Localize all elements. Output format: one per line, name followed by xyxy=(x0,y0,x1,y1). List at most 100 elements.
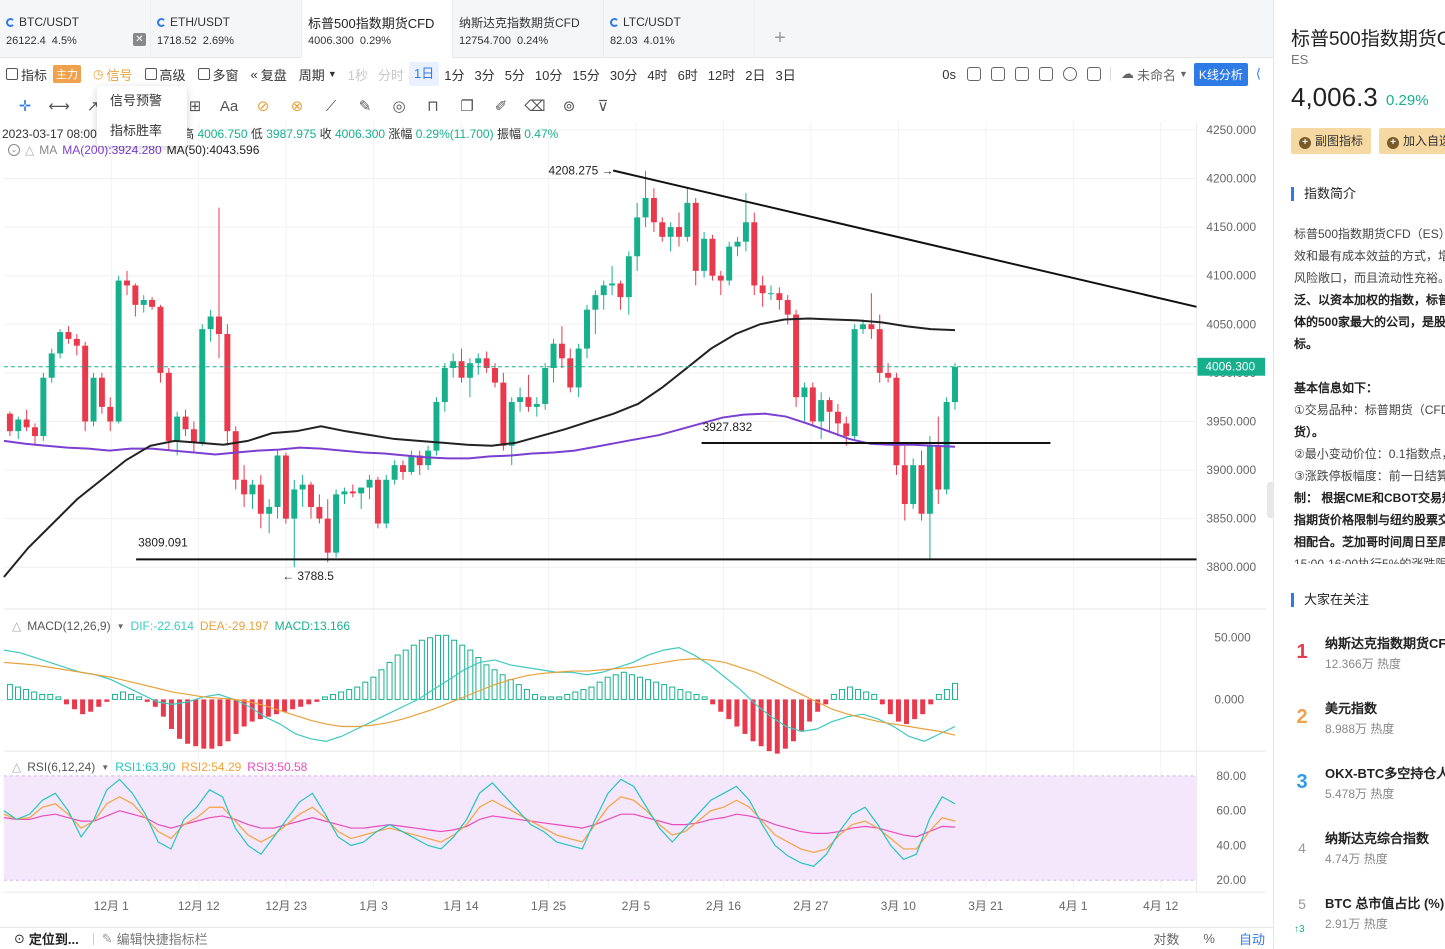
locate-button[interactable]: 定位到... xyxy=(28,932,79,947)
bell-icon[interactable]: △ xyxy=(12,760,22,774)
hot-item[interactable]: 3 OKX-BTC多空持仓人数 5.478万 热度 xyxy=(1294,763,1445,823)
brush-icon[interactable]: ✎ xyxy=(358,98,372,115)
menu-item-indicator-winrate[interactable]: 指标胜率 xyxy=(110,123,163,138)
weak-magnet-icon[interactable]: ⊗ xyxy=(290,98,304,115)
advanced-button[interactable]: 高级 xyxy=(139,59,192,89)
fullscreen-icon[interactable] xyxy=(1086,67,1101,81)
tab-change: 0.29% xyxy=(359,35,392,47)
chevron-down-icon[interactable]: ▼ xyxy=(101,762,110,772)
period-3[interactable]: 1分 xyxy=(444,67,465,83)
replay-button[interactable]: «复盘 xyxy=(245,59,293,89)
intro-line: 风险敞口，而且流动性充裕。 xyxy=(1294,271,1445,285)
bell-icon[interactable]: △ xyxy=(25,143,35,157)
eye-icon[interactable]: ◎ xyxy=(392,98,406,115)
crosshair-icon[interactable]: ✛ xyxy=(18,98,32,115)
chevron-down-icon[interactable]: ▼ xyxy=(116,621,125,631)
magnet-icon[interactable]: ⊘ xyxy=(256,98,270,115)
date-tick: 4月 12 xyxy=(1143,899,1178,913)
period-9[interactable]: 4时 xyxy=(647,67,668,83)
kline-analysis-button[interactable]: K线分析 xyxy=(1193,62,1248,86)
tab-btc[interactable]: BTC/USDT 26122.4 4.5% ✕ xyxy=(0,0,151,58)
auto-scale-toggle[interactable]: 自动 xyxy=(1238,932,1265,947)
candle-body xyxy=(199,329,206,443)
macd-bar xyxy=(838,689,845,700)
date-tick: 2月 5 xyxy=(622,899,651,913)
filter-icon[interactable]: ⊽ xyxy=(597,98,609,115)
hot-item[interactable]: 4 纳斯达克综合指数 4.74万 热度 xyxy=(1294,828,1445,888)
period-1[interactable]: 分时 xyxy=(377,67,404,83)
macd-bar xyxy=(499,674,506,700)
copy-icon[interactable]: ❐ xyxy=(460,98,474,115)
macd-bar xyxy=(354,686,361,700)
add-tab-button[interactable]: + xyxy=(774,27,786,49)
period-11[interactable]: 12时 xyxy=(707,67,736,83)
intro-line: 体的500家最大的公司，是股 xyxy=(1294,315,1445,329)
trash-icon[interactable]: ⌫ xyxy=(524,98,546,115)
period-10[interactable]: 6时 xyxy=(677,67,698,83)
kline-chart[interactable]: 4208.275 → ← 3788.5 3927.832 3809.091 4250.… xyxy=(0,122,1270,922)
advanced-icon xyxy=(144,68,157,80)
edit-icon[interactable]: ✐ xyxy=(494,98,508,115)
share-icon[interactable]: ⟨ xyxy=(1255,66,1261,81)
sub-chart-indicator-button[interactable]: + 副图指标 xyxy=(1291,128,1372,154)
period-13[interactable]: 3日 xyxy=(775,67,796,83)
gear-icon[interactable] xyxy=(1062,67,1077,81)
period-2[interactable]: 1日 xyxy=(408,62,440,86)
eth-icon xyxy=(157,17,166,27)
tab-nasdaq[interactable]: 纳斯达克指数期货CFD 12754.700 0.24% xyxy=(453,0,604,58)
candle-body xyxy=(918,465,925,514)
edit-shortcut-button[interactable]: 编辑快捷指标栏 xyxy=(116,932,208,947)
countdown: 0s xyxy=(942,66,956,82)
pen-icon[interactable] xyxy=(990,67,1005,81)
macd-bar xyxy=(604,676,611,700)
stamp-icon[interactable]: ⊚ xyxy=(562,98,576,115)
period-12[interactable]: 2日 xyxy=(745,67,766,83)
period-4[interactable]: 3分 xyxy=(474,67,495,83)
tab-price: 26122.4 xyxy=(6,35,46,47)
collapse-icon[interactable]: ⌄ xyxy=(8,144,20,156)
candle-body xyxy=(575,348,582,388)
lock-icon[interactable]: ⊓ xyxy=(427,98,439,115)
macd-bar xyxy=(904,699,910,725)
period-5[interactable]: 5分 xyxy=(504,67,525,83)
percent-toggle[interactable]: % xyxy=(1203,931,1215,946)
menu-item-signal-alert[interactable]: 信号预警 xyxy=(110,93,163,108)
text-icon[interactable]: Aa xyxy=(219,97,239,115)
signal-button[interactable]: ◷ 信号 xyxy=(87,59,139,89)
macd-bar xyxy=(758,699,764,747)
tab-spx[interactable]: 标普500指数期货CFD 4006.300 0.29% xyxy=(302,0,453,58)
close-icon[interactable]: ✕ xyxy=(133,33,146,46)
period-8[interactable]: 30分 xyxy=(609,67,638,83)
period-0[interactable]: 1秒 xyxy=(347,67,368,83)
tab-ltc[interactable]: LTC/USDT 82.03 4.01% xyxy=(604,0,755,58)
ruler-icon[interactable]: ⟋ xyxy=(325,97,337,115)
camera-icon[interactable] xyxy=(966,67,981,81)
hot-item[interactable]: 2 美元指数 8.988万 热度 xyxy=(1294,698,1445,758)
macd-bar xyxy=(620,671,627,700)
rsi3-line xyxy=(3,810,956,838)
layout-dropdown[interactable]: ☁ 未命名 ▼ xyxy=(1115,59,1194,89)
bottom-bar: ⊙ 定位到... ✎ 编辑快捷指标栏 对数 % 自动 xyxy=(0,927,1273,949)
measure-icon[interactable]: ⊞ xyxy=(188,98,202,115)
period-7[interactable]: 15分 xyxy=(572,67,600,83)
ray-icon[interactable]: ↗ xyxy=(86,98,100,115)
template-icon[interactable] xyxy=(1014,67,1029,81)
candle-body xyxy=(483,358,490,369)
candle-body xyxy=(517,397,524,403)
save-icon[interactable] xyxy=(1038,67,1053,81)
indicators-button[interactable]: 指标 主力 xyxy=(0,59,87,89)
hot-rank: 1 xyxy=(1296,641,1308,663)
line-icon[interactable]: ⟷ xyxy=(48,98,70,115)
period-dropdown[interactable]: 周期 ▼ xyxy=(293,59,343,89)
log-scale-toggle[interactable]: 对数 xyxy=(1153,932,1180,947)
panel-collapse-handle[interactable] xyxy=(1267,482,1277,518)
bell-icon[interactable]: △ xyxy=(12,619,22,633)
candle-body xyxy=(876,329,883,373)
add-watchlist-button[interactable]: + 加入自选 xyxy=(1379,128,1445,154)
hot-item[interactable]: 5 ↑3 BTC 总市值占比 (%) 2.91万 热度 xyxy=(1294,893,1445,949)
multi-window-button[interactable]: 多窗 xyxy=(192,59,245,89)
rsi3-value: RSI3:50.58 xyxy=(247,760,308,774)
period-6[interactable]: 10分 xyxy=(534,67,563,83)
hot-item[interactable]: 1 纳斯达克指数期货CFD 12.366万 热度 xyxy=(1294,633,1445,693)
tab-eth[interactable]: ETH/USDT 1718.52 2.69% xyxy=(151,0,302,58)
